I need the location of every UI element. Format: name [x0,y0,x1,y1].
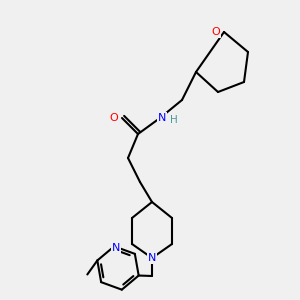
Text: N: N [158,113,166,123]
Text: O: O [212,27,220,37]
Text: H: H [170,115,178,125]
Text: O: O [110,113,118,123]
Text: N: N [148,253,156,263]
Text: N: N [112,243,120,253]
